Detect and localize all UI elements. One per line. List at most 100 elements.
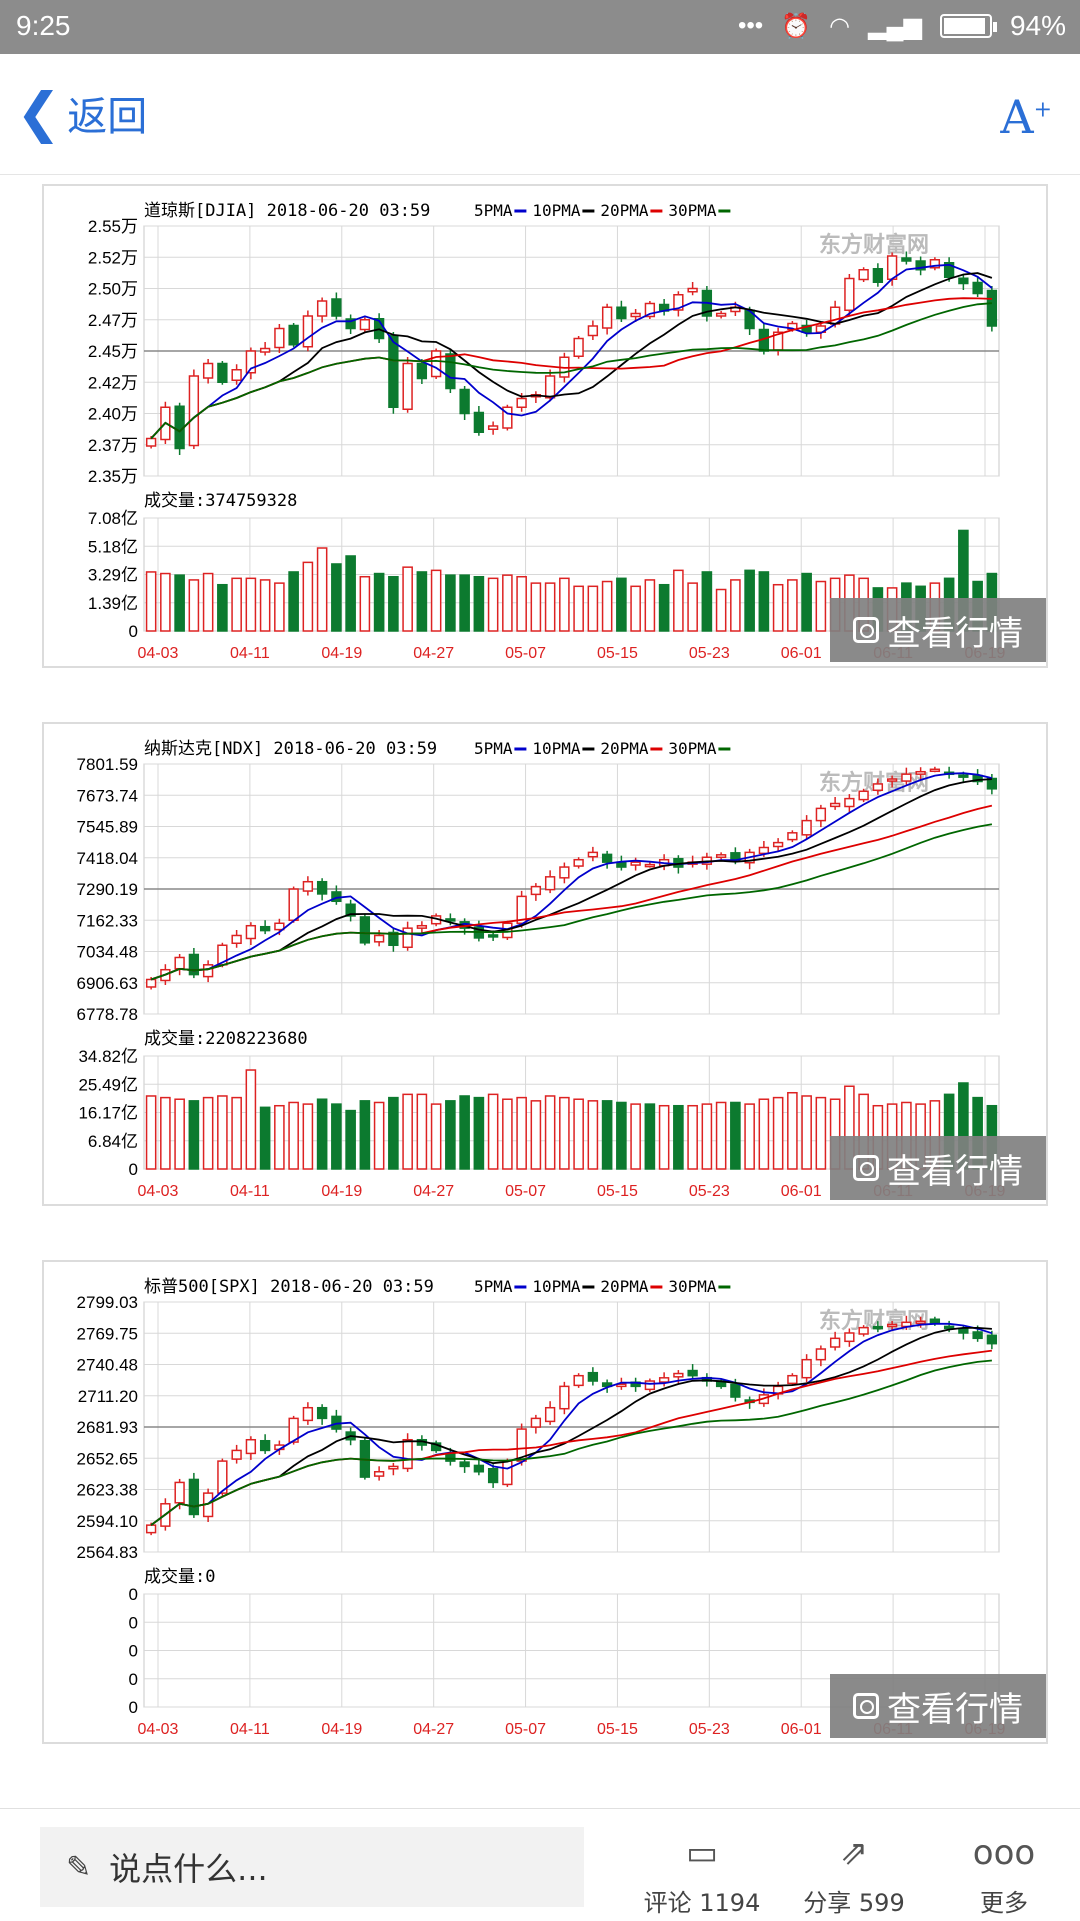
volume-bar bbox=[601, 1100, 613, 1170]
date-label: 04-03 bbox=[138, 645, 179, 662]
volume-bar bbox=[487, 1093, 499, 1170]
candle-body bbox=[388, 334, 399, 408]
candle-body bbox=[630, 861, 641, 866]
candle-body bbox=[673, 1372, 684, 1378]
candle-body bbox=[245, 1438, 257, 1455]
comment-button[interactable]: ▭ 评论 1194 bbox=[632, 1829, 772, 1918]
volume-tick-label: 16.17亿 bbox=[78, 1104, 138, 1123]
volume-tick-label: 5.18亿 bbox=[88, 537, 138, 556]
legend-label: 5PMA bbox=[474, 1277, 513, 1296]
volume-bar bbox=[587, 585, 599, 632]
font-size-button[interactable]: A+ bbox=[1000, 90, 1052, 144]
volume-bar bbox=[544, 582, 556, 632]
date-label: 04-27 bbox=[413, 1183, 454, 1200]
chart-djia: 道琼斯[DJIA] 2018-06-20 03:59 5PMA 10PMA 20PMA… bbox=[88, 201, 1006, 662]
view-quote-button-djia[interactable]: 查看行情 bbox=[830, 598, 1046, 662]
volume-bar bbox=[231, 1096, 242, 1170]
chart-title: 标普500[SPX] 2018-06-20 03:59 bbox=[144, 1277, 434, 1297]
candle-body bbox=[373, 1471, 385, 1477]
legend-label: 20PMA bbox=[600, 1277, 649, 1296]
status-time: 9:25 bbox=[16, 10, 71, 41]
ma-line-5 bbox=[150, 1322, 993, 1526]
price-tick-label: 7673.74 bbox=[77, 786, 138, 805]
view-quote-label: 查看行情 bbox=[887, 1151, 1023, 1192]
candle-body bbox=[886, 778, 898, 782]
volume-bar bbox=[502, 574, 513, 632]
share-button[interactable]: ⇗ 分享 599 bbox=[784, 1829, 924, 1918]
view-quote-button-spx[interactable]: 查看行情 bbox=[830, 1674, 1046, 1738]
volume-bar bbox=[644, 1103, 656, 1170]
date-label: 05-07 bbox=[505, 645, 546, 662]
candle-body bbox=[202, 362, 214, 379]
volume-tick-label: 34.82亿 bbox=[78, 1047, 138, 1066]
candle-body bbox=[958, 1327, 969, 1334]
price-tick-label: 2.52万 bbox=[88, 248, 138, 267]
candle-body bbox=[901, 773, 912, 782]
volume-bar bbox=[758, 571, 770, 632]
date-label: 04-19 bbox=[321, 645, 362, 662]
candle-body bbox=[487, 934, 499, 938]
candle-body bbox=[801, 819, 812, 836]
volume-bar bbox=[744, 569, 755, 632]
candle-body bbox=[986, 1334, 998, 1345]
price-tick-label: 2652.65 bbox=[77, 1449, 138, 1468]
volume-bar bbox=[530, 1100, 542, 1170]
candle-body bbox=[245, 350, 257, 374]
battery-text: 94% bbox=[1009, 10, 1066, 41]
date-label: 05-15 bbox=[597, 645, 638, 662]
date-label: 04-27 bbox=[413, 645, 454, 662]
candle-body bbox=[644, 302, 656, 318]
candle-body bbox=[929, 1318, 941, 1325]
candle-body bbox=[587, 1371, 599, 1382]
price-tick-label: 7290.19 bbox=[77, 880, 138, 899]
candle-body bbox=[145, 437, 157, 447]
more-button[interactable]: ooo 更多 bbox=[934, 1829, 1074, 1918]
date-label: 04-11 bbox=[230, 1183, 270, 1200]
more-label: 更多 bbox=[980, 1889, 1028, 1917]
candle-body bbox=[316, 880, 328, 895]
volume-bar bbox=[673, 569, 684, 632]
candle-body bbox=[844, 277, 855, 311]
candle-body bbox=[316, 300, 328, 317]
comment-placeholder: 说点什么... bbox=[109, 1850, 268, 1888]
candle-body bbox=[601, 306, 613, 329]
volume-bar bbox=[388, 575, 399, 632]
candle-body bbox=[972, 281, 983, 295]
volume-bar bbox=[730, 579, 741, 632]
volume-bar bbox=[274, 582, 285, 632]
legend-label: 30PMA bbox=[668, 201, 717, 220]
date-label: 06-01 bbox=[781, 645, 822, 662]
candle-body bbox=[658, 1377, 670, 1383]
view-quote-button-ndx[interactable]: 查看行情 bbox=[830, 1136, 1046, 1200]
volume-bar bbox=[174, 1098, 185, 1170]
candle-body bbox=[217, 1460, 228, 1494]
comment-input[interactable]: ✎ 说点什么... bbox=[40, 1827, 584, 1907]
volume-bar bbox=[815, 1096, 827, 1170]
font-size-icon: A bbox=[1000, 90, 1034, 144]
volume-bar bbox=[274, 1104, 285, 1170]
back-button[interactable]: ❮ 返回 bbox=[16, 84, 147, 142]
price-tick-label: 6778.78 bbox=[77, 1005, 138, 1024]
volume-tick-label: 3.29亿 bbox=[88, 566, 138, 585]
more-icon: ooo bbox=[972, 1833, 1036, 1873]
magnifier-icon bbox=[853, 1155, 879, 1181]
candle-body bbox=[644, 1380, 656, 1391]
candle-body bbox=[302, 1406, 314, 1422]
volume-bar bbox=[188, 579, 200, 632]
candle-body bbox=[345, 903, 356, 917]
candle-body bbox=[274, 327, 285, 349]
volume-bar bbox=[202, 572, 214, 632]
volume-tick-label: 25.49亿 bbox=[78, 1075, 138, 1094]
volume-bar bbox=[730, 1101, 741, 1170]
volume-bar bbox=[459, 1095, 470, 1170]
candle-body bbox=[915, 260, 926, 271]
volume-bar bbox=[302, 561, 314, 632]
volume-bar bbox=[815, 580, 827, 632]
volume-bar bbox=[160, 572, 171, 632]
price-tick-label: 2.45万 bbox=[88, 342, 138, 361]
candle-body bbox=[943, 1325, 955, 1330]
volume-bar bbox=[787, 579, 798, 632]
volume-bar bbox=[587, 1100, 599, 1170]
candle-body bbox=[259, 347, 271, 353]
ma-line-5 bbox=[150, 772, 993, 981]
